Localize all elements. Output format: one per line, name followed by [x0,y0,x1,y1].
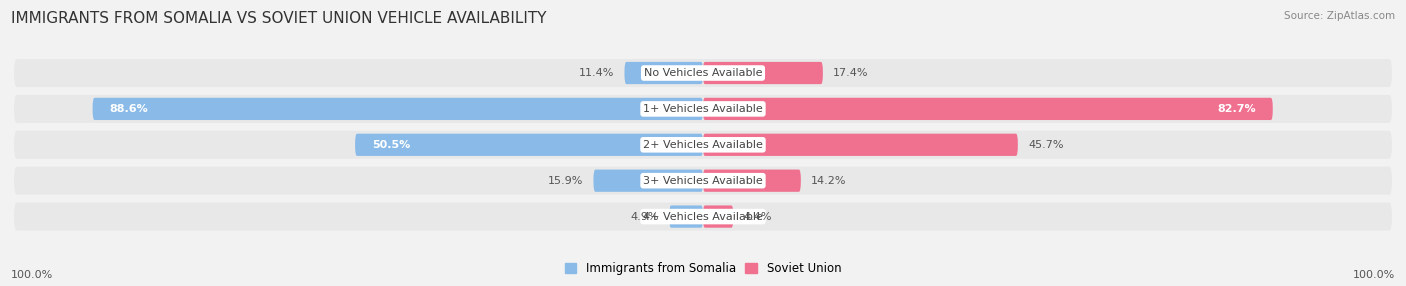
Text: 100.0%: 100.0% [1353,270,1395,280]
FancyBboxPatch shape [703,62,823,84]
Text: 11.4%: 11.4% [579,68,614,78]
Text: 50.5%: 50.5% [373,140,411,150]
Text: 17.4%: 17.4% [834,68,869,78]
FancyBboxPatch shape [14,202,1392,231]
FancyBboxPatch shape [703,205,734,228]
Text: Source: ZipAtlas.com: Source: ZipAtlas.com [1284,11,1395,21]
FancyBboxPatch shape [14,59,1392,87]
FancyBboxPatch shape [93,98,703,120]
Text: 2+ Vehicles Available: 2+ Vehicles Available [643,140,763,150]
Text: 3+ Vehicles Available: 3+ Vehicles Available [643,176,763,186]
Text: 4.4%: 4.4% [744,212,772,222]
FancyBboxPatch shape [14,131,1392,159]
Text: 100.0%: 100.0% [11,270,53,280]
Text: 45.7%: 45.7% [1028,140,1064,150]
FancyBboxPatch shape [14,167,1392,195]
Text: IMMIGRANTS FROM SOMALIA VS SOVIET UNION VEHICLE AVAILABILITY: IMMIGRANTS FROM SOMALIA VS SOVIET UNION … [11,11,547,26]
FancyBboxPatch shape [14,95,1392,123]
Text: 4+ Vehicles Available: 4+ Vehicles Available [643,212,763,222]
FancyBboxPatch shape [703,170,801,192]
Text: 14.2%: 14.2% [811,176,846,186]
Text: 88.6%: 88.6% [110,104,149,114]
Text: 1+ Vehicles Available: 1+ Vehicles Available [643,104,763,114]
Text: 82.7%: 82.7% [1218,104,1256,114]
FancyBboxPatch shape [669,205,703,228]
Text: 15.9%: 15.9% [548,176,583,186]
FancyBboxPatch shape [593,170,703,192]
FancyBboxPatch shape [356,134,703,156]
Text: 4.9%: 4.9% [630,212,659,222]
Text: No Vehicles Available: No Vehicles Available [644,68,762,78]
FancyBboxPatch shape [703,98,1272,120]
Legend: Immigrants from Somalia, Soviet Union: Immigrants from Somalia, Soviet Union [560,257,846,280]
FancyBboxPatch shape [703,134,1018,156]
FancyBboxPatch shape [624,62,703,84]
